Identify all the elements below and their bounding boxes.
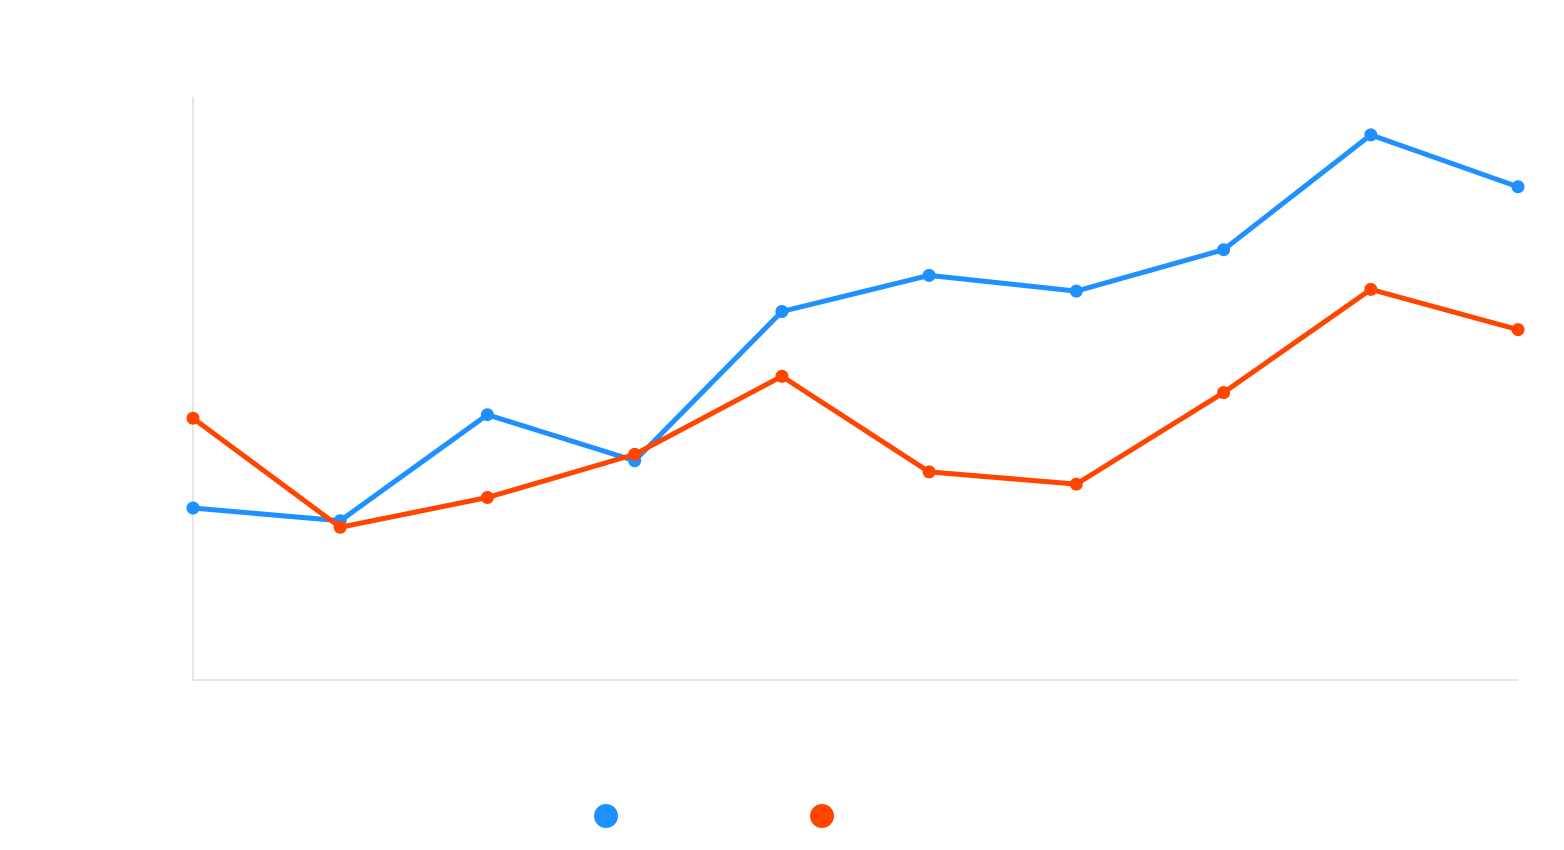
series-1-point[interactable] bbox=[1217, 243, 1231, 257]
series-2 bbox=[186, 282, 1525, 534]
series-1-point[interactable] bbox=[775, 305, 789, 318]
legend-marker-series-2[interactable] bbox=[810, 804, 834, 828]
series-1-point[interactable] bbox=[1069, 284, 1083, 298]
series-2-point[interactable] bbox=[1217, 386, 1231, 400]
series-2-point[interactable] bbox=[1069, 477, 1083, 491]
series-2-point[interactable] bbox=[922, 465, 936, 479]
series-2-point[interactable] bbox=[186, 411, 200, 425]
series-1-line bbox=[190, 132, 1521, 524]
series-2-point[interactable] bbox=[1364, 282, 1378, 296]
series-layer bbox=[186, 128, 1525, 534]
series-2-point[interactable] bbox=[480, 491, 494, 504]
series-2-point[interactable] bbox=[628, 447, 642, 461]
series-1-point[interactable] bbox=[1511, 180, 1525, 194]
series-2-point[interactable] bbox=[775, 369, 789, 383]
series-1-point[interactable] bbox=[1364, 128, 1378, 142]
series-2-line bbox=[190, 286, 1521, 530]
series-1-point[interactable] bbox=[186, 501, 200, 515]
legend bbox=[594, 804, 834, 828]
legend-marker-series-1[interactable] bbox=[594, 804, 618, 828]
series-1 bbox=[186, 128, 1525, 528]
series-1-point[interactable] bbox=[480, 408, 494, 422]
series-1-point[interactable] bbox=[922, 268, 936, 282]
series-2-point[interactable] bbox=[333, 520, 347, 534]
series-2-point[interactable] bbox=[1511, 323, 1525, 337]
